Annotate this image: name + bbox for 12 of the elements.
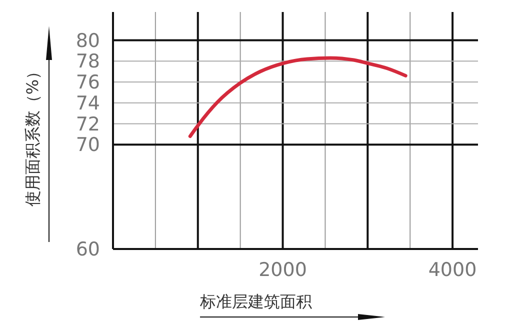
y-tick-label: 74: [76, 92, 100, 114]
y-tick-label: 78: [76, 50, 100, 73]
x-tick-label: 2000: [258, 259, 307, 281]
x-axis-title: 标准层建筑面积: [199, 292, 312, 311]
line-series: [188, 56, 408, 138]
x-tick-label: 4000: [428, 259, 477, 281]
y-axis-title: 使用面积系数（%）: [23, 63, 42, 207]
y-tick-label: 80: [76, 30, 100, 52]
y-tick-label: 60: [76, 238, 100, 261]
y-tick-label: 70: [76, 134, 100, 156]
y-tick-label: 72: [76, 113, 100, 136]
y-tick-label: 76: [76, 72, 100, 94]
